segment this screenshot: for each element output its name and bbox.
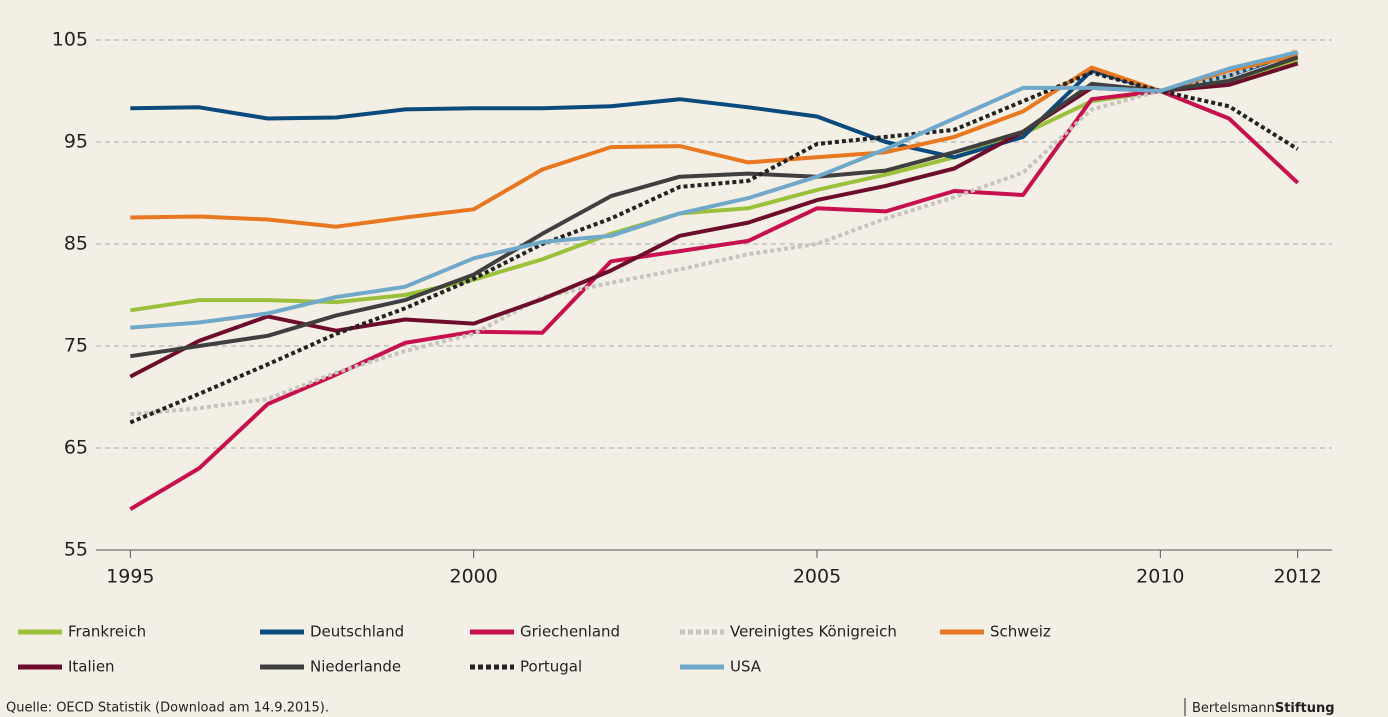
y-tick-label: 105 (52, 29, 88, 51)
series-line (130, 55, 1299, 359)
y-tick-label: 95 (64, 131, 88, 153)
brand-bold: Stiftung (1275, 701, 1335, 716)
x-tick-label: 2010 (1136, 566, 1184, 588)
y-tick-label: 75 (64, 335, 88, 357)
legend-label: Vereinigtes Königreich (730, 623, 897, 641)
series-line (129, 89, 1300, 511)
series-line (130, 48, 1299, 417)
legend-label: Niederlande (310, 658, 401, 676)
legend-label: Italien (68, 658, 115, 676)
legend-label: Portugal (520, 658, 582, 676)
x-tick-label: 1995 (106, 566, 154, 588)
legend-label: Frankreich (68, 623, 146, 641)
legend-label: USA (730, 658, 762, 676)
brand: BertelsmannStiftung (1192, 701, 1335, 716)
source-note: Quelle: OECD Statistik (Download am 14.9… (6, 701, 329, 716)
legend-label: Deutschland (310, 623, 404, 641)
x-tick-label: 2012 (1273, 566, 1321, 588)
series-line (130, 50, 1299, 330)
series-line (129, 70, 1299, 425)
y-tick-label: 85 (64, 233, 88, 255)
x-tick-label: 2005 (793, 566, 841, 588)
brand-light: Bertelsmann (1192, 701, 1275, 716)
legend-label: Griechenland (520, 623, 620, 641)
y-tick-label: 65 (64, 437, 88, 459)
x-tick-label: 2000 (449, 566, 497, 588)
series-line (130, 53, 1299, 229)
legend-label: Schweiz (990, 623, 1051, 641)
y-tick-label: 55 (64, 539, 88, 561)
